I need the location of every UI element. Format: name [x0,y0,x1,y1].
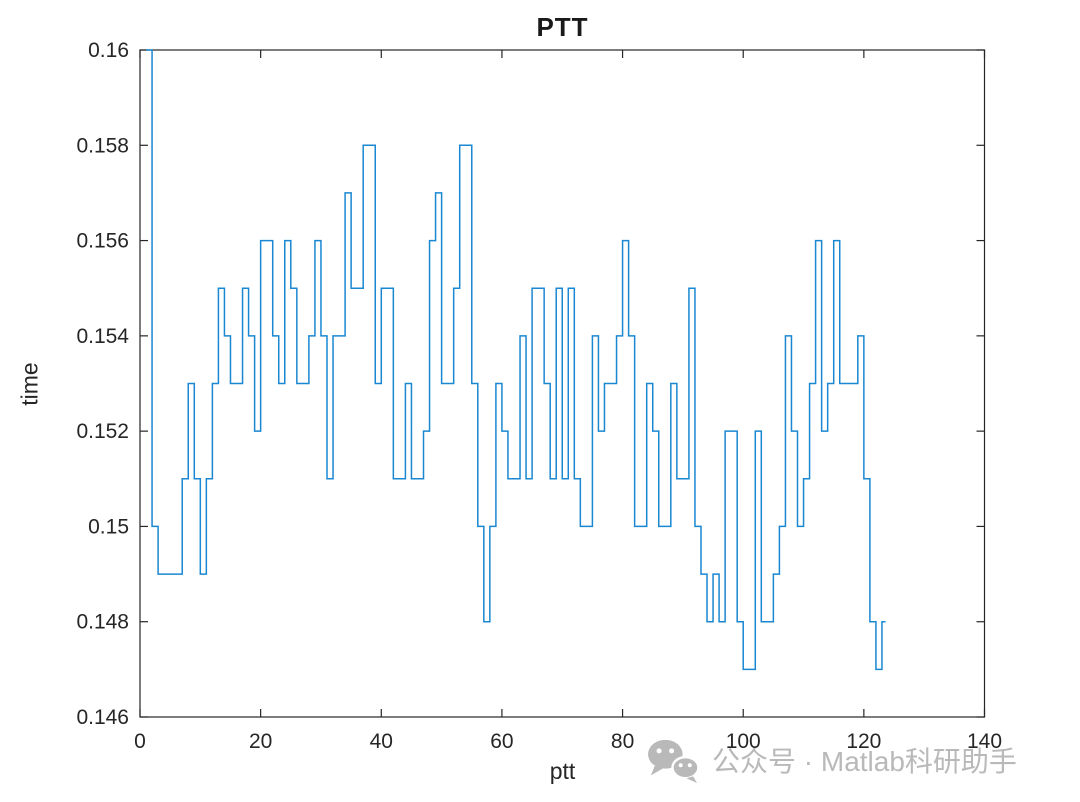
y-axis-label: time [16,362,43,406]
x-axis-label: ptt [549,758,576,784]
stairs-line [146,49,886,671]
y-axis-tick-label: 0.148 [76,611,129,634]
x-axis-tick-label: 20 [249,730,272,753]
plot-box [139,49,986,718]
x-axis-tick-label: 40 [370,730,393,753]
watermark-text: 公众号 · Matlab科研助手 [712,746,1017,777]
y-axis-tick-label: 0.15 [88,515,129,538]
wechat-icon [648,739,700,784]
y-axis-tick-label: 0.152 [76,420,129,443]
x-axis-tick-label: 60 [490,730,513,753]
x-axis-tick-label: 120 [846,730,881,753]
chart-title: PTT [536,12,589,42]
x-axis-tick-label: 80 [611,730,634,753]
x-axis-tick-label: 140 [967,730,1002,753]
y-axis-tick-label: 0.16 [88,39,129,62]
y-axis-tick-label: 0.156 [76,230,129,253]
x-axis-tick-label: 0 [134,730,146,753]
y-axis-tick-label: 0.158 [76,134,129,157]
watermark: 公众号 · Matlab科研助手 [644,736,1017,784]
y-axis-tick-label: 0.146 [76,706,129,729]
x-axis-tick-label: 100 [726,730,761,753]
y-axis-tick-label: 0.154 [76,325,129,348]
